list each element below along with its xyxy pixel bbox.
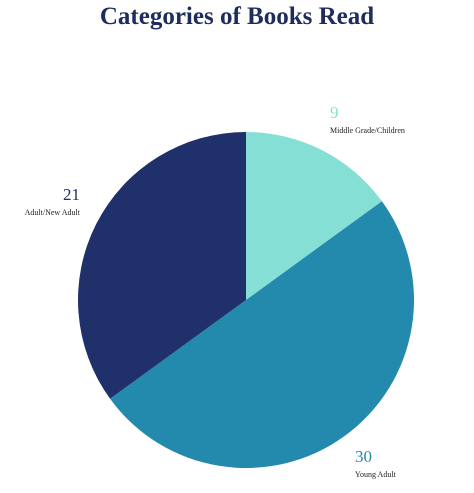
pie-labels: 9 Middle Grade/Children 30 Young Adult 21 Adu… bbox=[25, 103, 405, 479]
pie-slice-adult-new-adult bbox=[78, 132, 246, 399]
slice-category-label: Adult/New Adult bbox=[25, 208, 81, 217]
slice-value-label: 21 bbox=[63, 185, 80, 204]
pie-slice-middle-grade-children bbox=[246, 132, 382, 300]
slice-category-label: Young Adult bbox=[355, 470, 397, 479]
slice-value-label: 30 bbox=[355, 447, 372, 466]
chart-title: Categories of Books Read bbox=[99, 3, 375, 30]
pie-slices bbox=[78, 132, 415, 468]
pie-slice-young-adult bbox=[110, 201, 415, 468]
slice-category-label: Middle Grade/Children bbox=[330, 126, 405, 135]
slice-value-label: 9 bbox=[330, 103, 339, 122]
